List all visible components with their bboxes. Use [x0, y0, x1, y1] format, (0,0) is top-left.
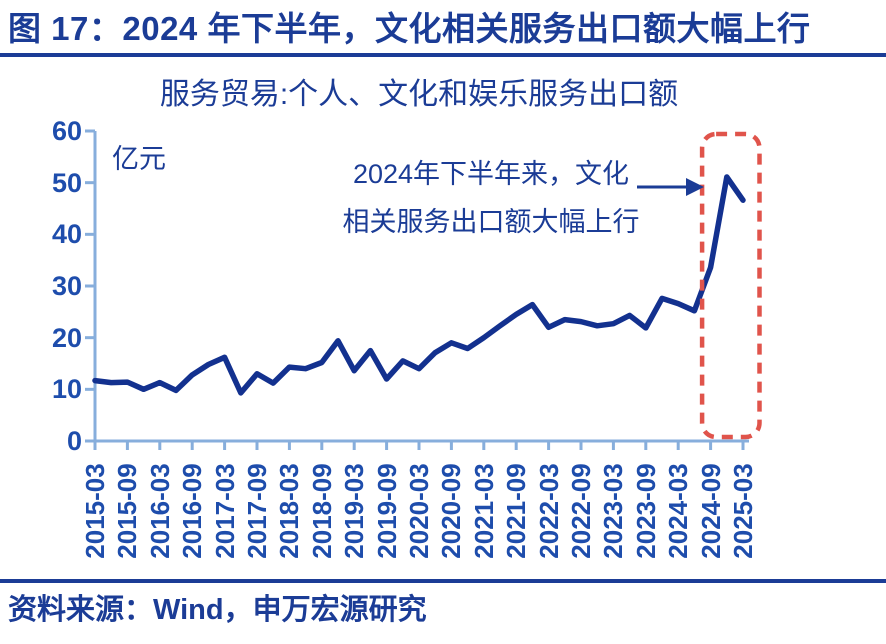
annotation-line-1: 2024年下半年来，文化 — [352, 159, 630, 189]
y-tick-label: 40 — [51, 219, 82, 250]
y-tick-label: 0 — [66, 426, 82, 456]
y-tick-label: 60 — [51, 116, 82, 146]
x-tick-label: 2019-09 — [371, 463, 402, 559]
x-tick-label: 2019-03 — [339, 463, 370, 559]
x-tick-label: 2022-03 — [533, 463, 564, 559]
x-tick-label: 2016-09 — [177, 463, 208, 559]
y-tick-label: 10 — [51, 374, 82, 405]
figure-title: 图 17：2024 年下半年，文化相关服务出口额大幅上行 — [8, 10, 811, 47]
x-tick-label: 2025-03 — [728, 463, 758, 559]
annotation-line-2: 相关服务出口额大幅上行 — [342, 207, 640, 237]
x-tick-label: 2020-03 — [404, 463, 434, 559]
x-tick-label: 2021-03 — [468, 463, 499, 559]
x-tick-label: 2018-09 — [306, 463, 337, 559]
source-note: 资料来源：Wind，申万宏源研究 — [8, 594, 427, 626]
x-tick-label: 2015-03 — [80, 463, 110, 559]
x-tick-label: 2022-09 — [566, 463, 596, 559]
y-axis-unit-label: 亿元 — [112, 144, 166, 174]
x-tick-label: 2024-09 — [695, 463, 726, 559]
y-tick-label: 50 — [51, 167, 82, 198]
highlight-region-box — [699, 131, 762, 440]
x-tick-label: 2021-09 — [501, 463, 532, 559]
x-tick-label: 2017-03 — [209, 463, 240, 559]
y-axis-ticks — [85, 129, 95, 443]
annotation-arrow-icon — [637, 178, 704, 196]
x-tick-label: 2024-03 — [663, 463, 694, 559]
x-tick-label: 2020-09 — [436, 463, 467, 559]
title-underline — [0, 53, 886, 57]
x-tick-label: 2015-09 — [112, 463, 143, 559]
axes — [85, 129, 749, 450]
chart-title: 服务贸易:个人、文化和娱乐服务出口额 — [159, 78, 679, 111]
y-tick-label: 20 — [51, 322, 82, 353]
series-line — [92, 174, 746, 396]
x-tick-label: 2023-09 — [630, 463, 661, 559]
footer-divider — [0, 579, 886, 583]
chart-annotation: 2024年下半年来，文化 相关服务出口额大幅上行 — [330, 150, 652, 246]
x-tick-label: 2018-03 — [274, 463, 305, 559]
x-tick-label: 2023-03 — [598, 463, 629, 559]
x-axis-ticks — [93, 441, 745, 450]
x-tick-label: 2017-09 — [242, 463, 272, 559]
y-tick-label: 30 — [51, 271, 82, 301]
x-tick-label: 2016-03 — [144, 463, 175, 559]
